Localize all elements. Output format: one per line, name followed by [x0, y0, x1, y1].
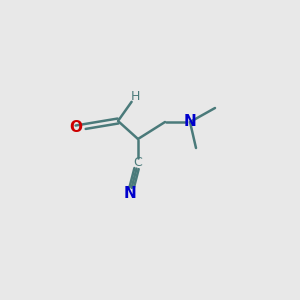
Text: H: H: [130, 91, 140, 103]
Text: C: C: [134, 157, 142, 169]
Text: O: O: [70, 121, 83, 136]
Text: N: N: [184, 115, 196, 130]
Text: N: N: [124, 187, 136, 202]
